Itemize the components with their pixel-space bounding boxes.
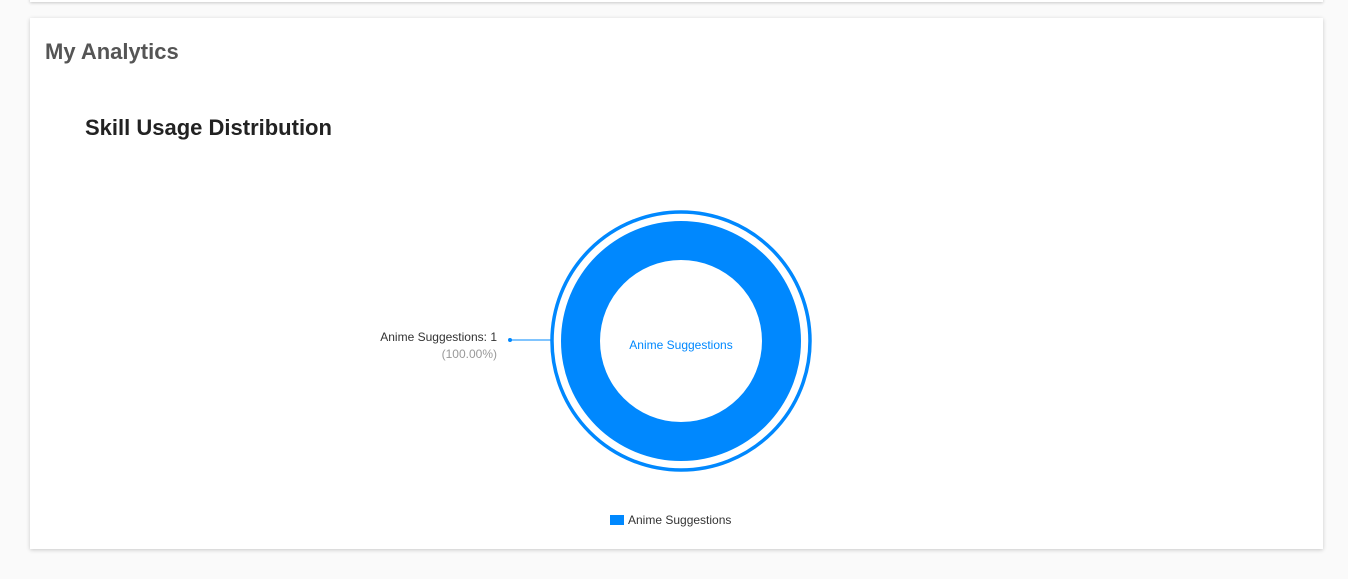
active-slice-outer-ring xyxy=(550,210,812,472)
legend-label[interactable]: Anime Suggestions xyxy=(628,513,731,527)
label-leader-dot xyxy=(508,338,512,342)
slice-percent-label: (100.00%) xyxy=(442,347,497,361)
pie-slice[interactable] xyxy=(561,221,801,461)
section-title: My Analytics xyxy=(45,39,179,64)
previous-card xyxy=(30,0,1323,2)
chart-title: Skill Usage Distribution xyxy=(85,115,332,140)
slice-label: Anime Suggestions: 1 xyxy=(380,330,497,344)
legend-swatch[interactable] xyxy=(610,515,624,525)
center-label: Anime Suggestions xyxy=(629,338,732,352)
